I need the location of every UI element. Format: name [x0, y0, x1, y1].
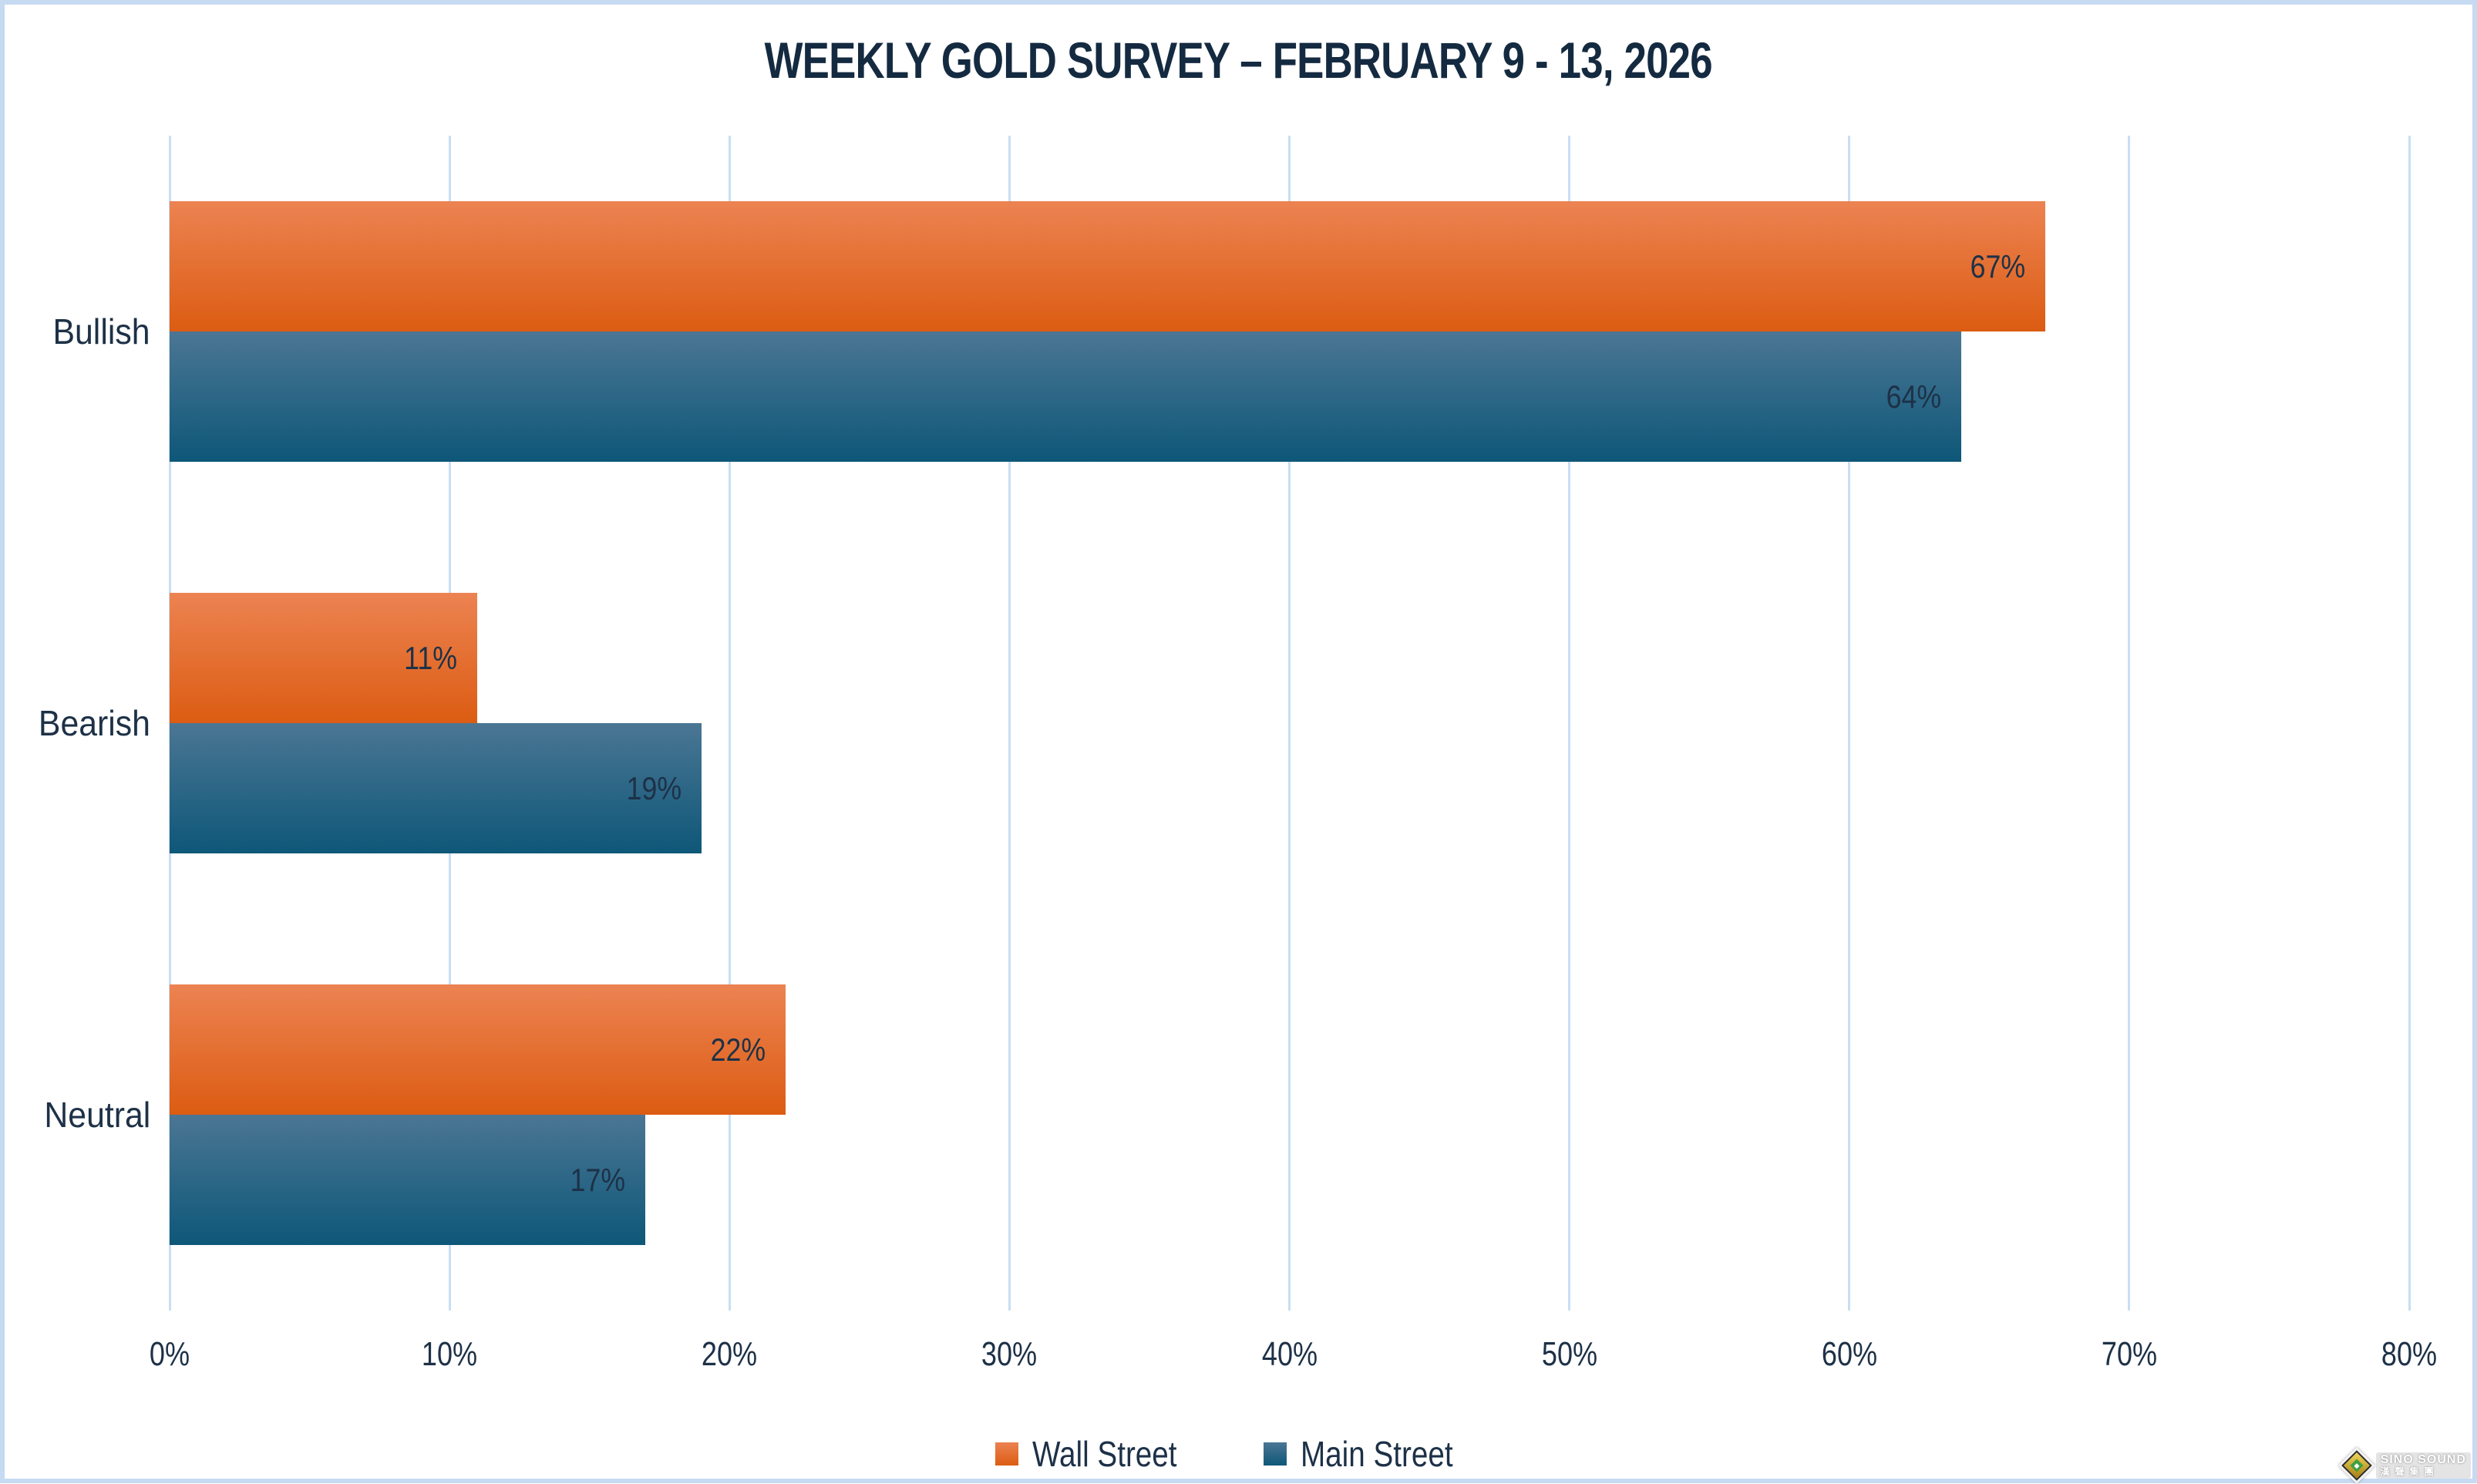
watermark-line2: 漢聲集團: [2380, 1466, 2439, 1478]
legend-swatch-main-street: [1263, 1442, 1287, 1465]
category-label-bullish: Bullish: [0, 311, 150, 352]
watermark-text: SINO SOUND 漢聲集團: [2375, 1452, 2471, 1479]
x-tick-text: 20%: [702, 1335, 758, 1373]
x-tick-label-80%: 80%: [2375, 1335, 2443, 1374]
bar-bullish-wall-street: 67%: [170, 201, 2045, 331]
category-label-text: Neutral: [44, 1095, 150, 1135]
category-label-text: Bearish: [38, 703, 150, 743]
data-label: 67%: [1970, 247, 2025, 284]
bar-neutral-main-street: 17%: [170, 1115, 646, 1245]
watermark-line1: SINO SOUND: [2380, 1453, 2466, 1467]
category-label-text: Bullish: [52, 311, 150, 352]
x-tick-label-50%: 50%: [1536, 1335, 1604, 1374]
data-label: 17%: [570, 1161, 626, 1198]
gridline-20%: [728, 136, 731, 1311]
legend-label-main-street: Main Street: [1300, 1434, 1453, 1474]
plot-area: 67% 64% 11% 19% 22% 17%: [168, 136, 2411, 1311]
data-label: 11%: [404, 639, 458, 676]
x-tick-text: 0%: [149, 1335, 190, 1373]
sino-sound-logo-icon: [2337, 1446, 2375, 1484]
gridline-30%: [1008, 136, 1011, 1311]
gridline-50%: [1568, 136, 1571, 1311]
legend-swatch-wall-street: [995, 1442, 1019, 1465]
title-row: WEEKLY GOLD SURVEY – FEBRUARY 9 - 13, 20…: [0, 31, 2477, 89]
x-tick-label-10%: 10%: [416, 1335, 483, 1374]
data-label: 22%: [710, 1031, 766, 1068]
x-tick-label-30%: 30%: [975, 1335, 1043, 1374]
x-tick-label-40%: 40%: [1255, 1335, 1323, 1374]
gridline-80%: [2408, 136, 2411, 1311]
logo-gold-band: [2341, 1450, 2372, 1481]
x-tick-text: 40%: [1261, 1335, 1318, 1373]
legend: Wall Street Main Street: [0, 1431, 2477, 1477]
logo-green-core: [2350, 1459, 2364, 1472]
x-tick-label-60%: 60%: [1816, 1335, 1883, 1374]
category-label-bearish: Bearish: [0, 702, 150, 744]
bar-bearish-wall-street: 11%: [170, 593, 478, 723]
x-tick-text: 60%: [1821, 1335, 1877, 1373]
legend-label-wall-street: Wall Street: [1032, 1434, 1177, 1474]
gridline-70%: [2128, 136, 2131, 1311]
x-tick-label-0%: 0%: [145, 1335, 194, 1374]
x-tick-text: 30%: [981, 1335, 1038, 1373]
bar-bearish-main-street: 19%: [170, 723, 702, 853]
gridline-60%: [1848, 136, 1851, 1311]
gridline-40%: [1288, 136, 1291, 1311]
chart-title: WEEKLY GOLD SURVEY – FEBRUARY 9 - 13, 20…: [764, 32, 1713, 89]
x-tick-text: 70%: [2101, 1335, 2157, 1373]
bar-bullish-main-street: 64%: [170, 331, 1961, 462]
bar-neutral-wall-street: 22%: [170, 984, 786, 1115]
category-label-neutral: Neutral: [0, 1094, 150, 1136]
x-tick-text: 50%: [1541, 1335, 1597, 1373]
x-tick-text: 10%: [422, 1335, 478, 1373]
x-tick-text: 80%: [2381, 1335, 2438, 1373]
data-label: 19%: [626, 769, 682, 806]
watermark: SINO SOUND 漢聲集團: [2337, 1446, 2471, 1484]
x-tick-label-20%: 20%: [695, 1335, 763, 1374]
data-label: 64%: [1886, 378, 1941, 415]
logo-center-dot: [2354, 1462, 2360, 1469]
x-tick-label-70%: 70%: [2095, 1335, 2163, 1374]
